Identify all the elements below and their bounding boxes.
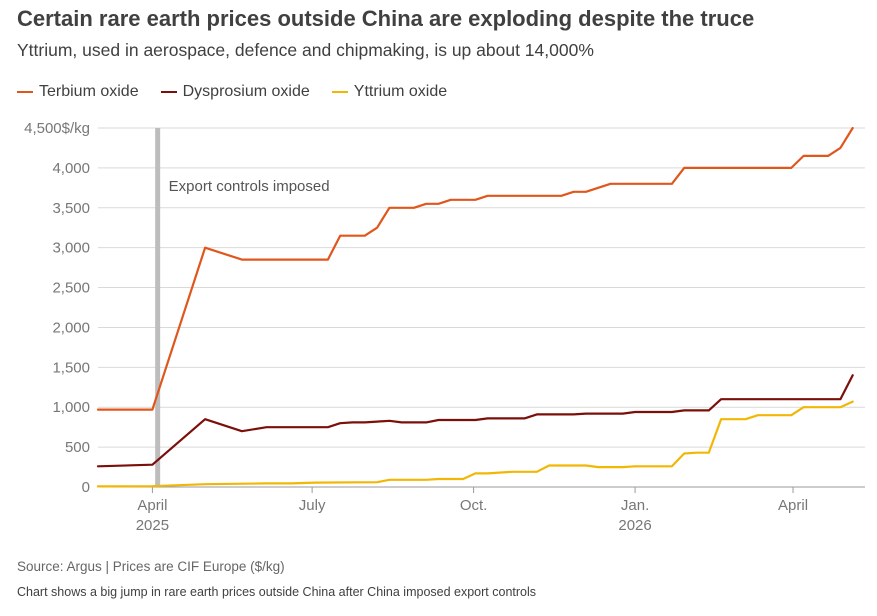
export-controls-marker: Export controls imposed — [155, 128, 330, 487]
series-line-yttrium — [96, 400, 854, 488]
legend-swatch-dysprosium — [160, 91, 177, 93]
y-tick-label: 3,500 — [52, 200, 90, 217]
legend: Terbium oxide Dysprosium oxide Yttrium o… — [17, 83, 447, 101]
chart-title: Certain rare earth prices outside China … — [17, 6, 755, 31]
export-controls-bar — [155, 128, 161, 487]
legend-label-dysprosium: Dysprosium oxide — [182, 83, 310, 100]
chart-subtitle: Yttrium, used in aerospace, defence and … — [17, 40, 594, 60]
y-tick-label: 4,000 — [52, 160, 90, 177]
series-lines — [96, 126, 854, 488]
legend-swatch-terbium — [17, 91, 33, 93]
legend-label-yttrium: Yttrium oxide — [353, 83, 448, 100]
y-tick-label: 2,000 — [52, 319, 90, 336]
y-axis: 0 500 1,000 1,500 2,000 2,500 3,000 3,500 4,000 4… — [24, 120, 90, 496]
x-tick-year-label: 2025 — [136, 517, 169, 534]
x-tick-year-label: 2026 — [618, 517, 651, 534]
y-tick-label: 1,500 — [52, 359, 90, 376]
line-chart: Export controls imposed 0 500 1,000 1,500 2,… — [24, 120, 865, 534]
legend-label-terbium: Terbium oxide — [39, 83, 139, 100]
x-tick-label: April — [778, 497, 808, 514]
x-tick-label: April — [137, 497, 167, 514]
legend-swatch-yttrium — [331, 91, 348, 93]
chart-description: Chart shows a big jump in rare earth pri… — [17, 585, 537, 599]
x-tick-label: Jan. — [621, 497, 649, 514]
x-tick-label: Oct. — [460, 497, 488, 514]
x-tick-label: July — [299, 497, 326, 514]
gridlines — [98, 127, 865, 488]
y-tick-label: 2,500 — [52, 280, 90, 297]
legend-item-terbium: Terbium oxide — [17, 83, 139, 101]
legend-item-dysprosium: Dysprosium oxide — [160, 83, 310, 101]
legend-item-yttrium: Yttrium oxide — [331, 83, 448, 101]
source-note: Source: Argus | Prices are CIF Europe ($… — [17, 559, 285, 574]
y-tick-label: 0 — [82, 479, 90, 496]
y-tick-label: 500 — [65, 439, 90, 456]
y-tick-label: 1,000 — [52, 399, 90, 416]
series-line-dysprosium — [96, 374, 854, 468]
y-tick-label: 4,500$/kg — [24, 120, 90, 137]
y-tick-label: 3,000 — [52, 240, 90, 257]
annotation-label: Export controls imposed — [169, 178, 330, 195]
x-axis: April 2025 July Oct. Jan. 2026 April — [136, 487, 808, 534]
series-line-terbium — [96, 126, 854, 411]
